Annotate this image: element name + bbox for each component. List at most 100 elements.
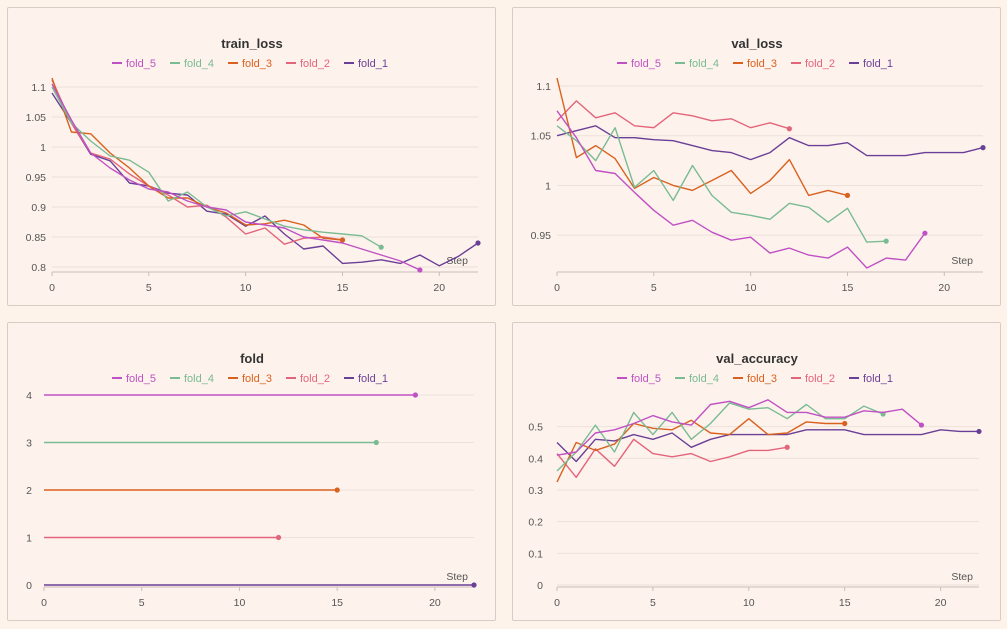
- chart-val-accuracy: val_accuracy fold_5 fold_4 fold_3 fold_2 fold…: [528, 351, 982, 609]
- x-axis-label: Step: [446, 571, 468, 583]
- legend-label-fold-4: fold_4: [689, 373, 719, 385]
- legend-label-fold-5: fold_5: [631, 373, 661, 385]
- legend-label-fold-2: fold_2: [805, 58, 835, 70]
- series-end-point-fold-2: [275, 534, 282, 541]
- y-tick-label: 0.2: [528, 517, 543, 529]
- x-tick-label: 5: [146, 282, 152, 294]
- series-line-fold-1: [51, 92, 479, 267]
- legend-label-fold-2: fold_2: [300, 373, 330, 385]
- y-tick-label: 3: [26, 438, 32, 450]
- series-line-fold-5: [51, 83, 421, 271]
- x-tick-label: 10: [745, 282, 757, 294]
- x-axis-label: Step: [446, 255, 468, 267]
- y-tick-label: 2: [26, 485, 32, 497]
- legend-label-fold-4: fold_4: [184, 58, 214, 70]
- series-end-point-fold-1: [976, 428, 982, 435]
- legend-label-fold-2: fold_2: [805, 373, 835, 385]
- y-tick-label: 0: [537, 580, 543, 592]
- series-end-point-fold-1: [980, 145, 986, 151]
- x-tick-label: 5: [650, 597, 656, 609]
- chart-fold: fold fold_5 fold_4 fold_3 fold_2 fold_1 0 1 2 3 4 0…: [26, 351, 477, 609]
- panel-val-loss: val_loss fold_5 fold_4 fold_3 fold_2 fold_1 0.…: [512, 7, 1001, 306]
- y-tick-label: 1.1: [536, 81, 551, 93]
- series-end-point-fold-4: [378, 244, 384, 250]
- panel-train-loss: train_loss fold_5 fold_4 fold_3 fold_2 fold_1…: [7, 7, 496, 306]
- series-end-point-fold-5: [918, 422, 925, 428]
- series-end-point-fold-5: [412, 392, 418, 398]
- y-tick-label: 0.8: [31, 262, 46, 274]
- chart-val-loss: val_loss fold_5 fold_4 fold_3 fold_2 fold_1 0.…: [531, 36, 986, 294]
- legend-label-fold-3: fold_3: [242, 58, 272, 70]
- series-end-point-fold-3: [334, 487, 340, 493]
- y-tick-label: 1.1: [31, 82, 46, 94]
- series-end-point-fold-3: [842, 420, 848, 427]
- y-tick-label: 1: [545, 180, 551, 192]
- y-tick-label: 0.1: [528, 548, 543, 560]
- x-tick-label: 0: [554, 597, 560, 609]
- series-end-point-fold-2: [786, 126, 792, 132]
- x-tick-label: 15: [337, 282, 349, 294]
- series-line-fold-3: [556, 417, 845, 483]
- x-tick-label: 0: [554, 282, 560, 294]
- x-tick-label: 20: [935, 597, 947, 609]
- series-end-point-fold-5: [922, 230, 928, 236]
- series-end-point-fold-3: [339, 237, 346, 243]
- series-line-fold-5: [556, 110, 926, 269]
- series-end-point-fold-3: [844, 192, 851, 198]
- legend-label-fold-1: fold_1: [863, 58, 893, 70]
- legend-label-fold-3: fold_3: [242, 373, 272, 385]
- x-axis-label: Step: [951, 571, 973, 583]
- chart-title: val_loss: [731, 36, 782, 51]
- chart-title: train_loss: [221, 36, 282, 51]
- y-tick-label: 0.85: [26, 232, 47, 244]
- legend-label-fold-5: fold_5: [126, 373, 156, 385]
- panel-val-accuracy: val_accuracy fold_5 fold_4 fold_3 fold_2 fold…: [512, 322, 1001, 621]
- y-tick-label: 1: [40, 142, 46, 154]
- legend-label-fold-1: fold_1: [358, 373, 388, 385]
- series-end-point-fold-1: [471, 582, 477, 588]
- x-tick-label: 5: [139, 597, 145, 609]
- series-line-fold-2: [51, 79, 343, 245]
- x-tick-label: 20: [433, 282, 445, 294]
- legend-label-fold-5: fold_5: [126, 58, 156, 70]
- x-tick-label: 20: [429, 597, 441, 609]
- series-end-point-fold-2: [784, 444, 790, 450]
- x-tick-label: 20: [938, 282, 950, 294]
- series-line-fold-3: [556, 77, 848, 197]
- y-tick-label: 0.3: [528, 485, 543, 497]
- series-end-point-fold-1: [475, 240, 481, 246]
- x-tick-label: 0: [41, 597, 47, 609]
- series-line-fold-4: [556, 402, 884, 472]
- x-tick-label: 10: [743, 597, 755, 609]
- x-tick-label: 15: [842, 282, 854, 294]
- y-tick-label: 1.05: [26, 112, 47, 124]
- series-end-point-fold-4: [883, 238, 889, 244]
- legend-label-fold-1: fold_1: [358, 58, 388, 70]
- x-tick-label: 10: [240, 282, 252, 294]
- series-end-point-fold-5: [417, 267, 423, 273]
- chart-train-loss: train_loss fold_5 fold_4 fold_3 fold_2 fold_1…: [26, 36, 481, 294]
- y-tick-label: 1: [26, 533, 32, 545]
- y-tick-label: 0.5: [528, 422, 543, 434]
- legend-label-fold-3: fold_3: [747, 373, 777, 385]
- series-end-point-fold-4: [373, 439, 379, 446]
- series-line-fold-2: [556, 100, 790, 130]
- series-line-fold-5: [556, 399, 922, 456]
- series-line-fold-3: [51, 77, 343, 241]
- legend-label-fold-5: fold_5: [631, 58, 661, 70]
- panel-fold: fold fold_5 fold_4 fold_3 fold_2 fold_1 0 1 2 3 4 0…: [7, 322, 496, 621]
- y-tick-label: 0.4: [528, 453, 543, 465]
- y-tick-label: 0: [26, 580, 32, 592]
- legend-label-fold-2: fold_2: [300, 58, 330, 70]
- legend-label-fold-4: fold_4: [184, 373, 214, 385]
- y-tick-label: 0.9: [31, 202, 46, 214]
- x-tick-label: 15: [331, 597, 343, 609]
- series-line-fold-4: [51, 86, 382, 248]
- chart-title: fold: [240, 351, 264, 366]
- series-line-fold-2: [556, 438, 788, 479]
- legend-label-fold-3: fold_3: [747, 58, 777, 70]
- series-line-fold-1: [556, 125, 984, 161]
- x-tick-label: 0: [49, 282, 55, 294]
- y-tick-label: 0.95: [531, 230, 552, 242]
- x-tick-label: 5: [651, 282, 657, 294]
